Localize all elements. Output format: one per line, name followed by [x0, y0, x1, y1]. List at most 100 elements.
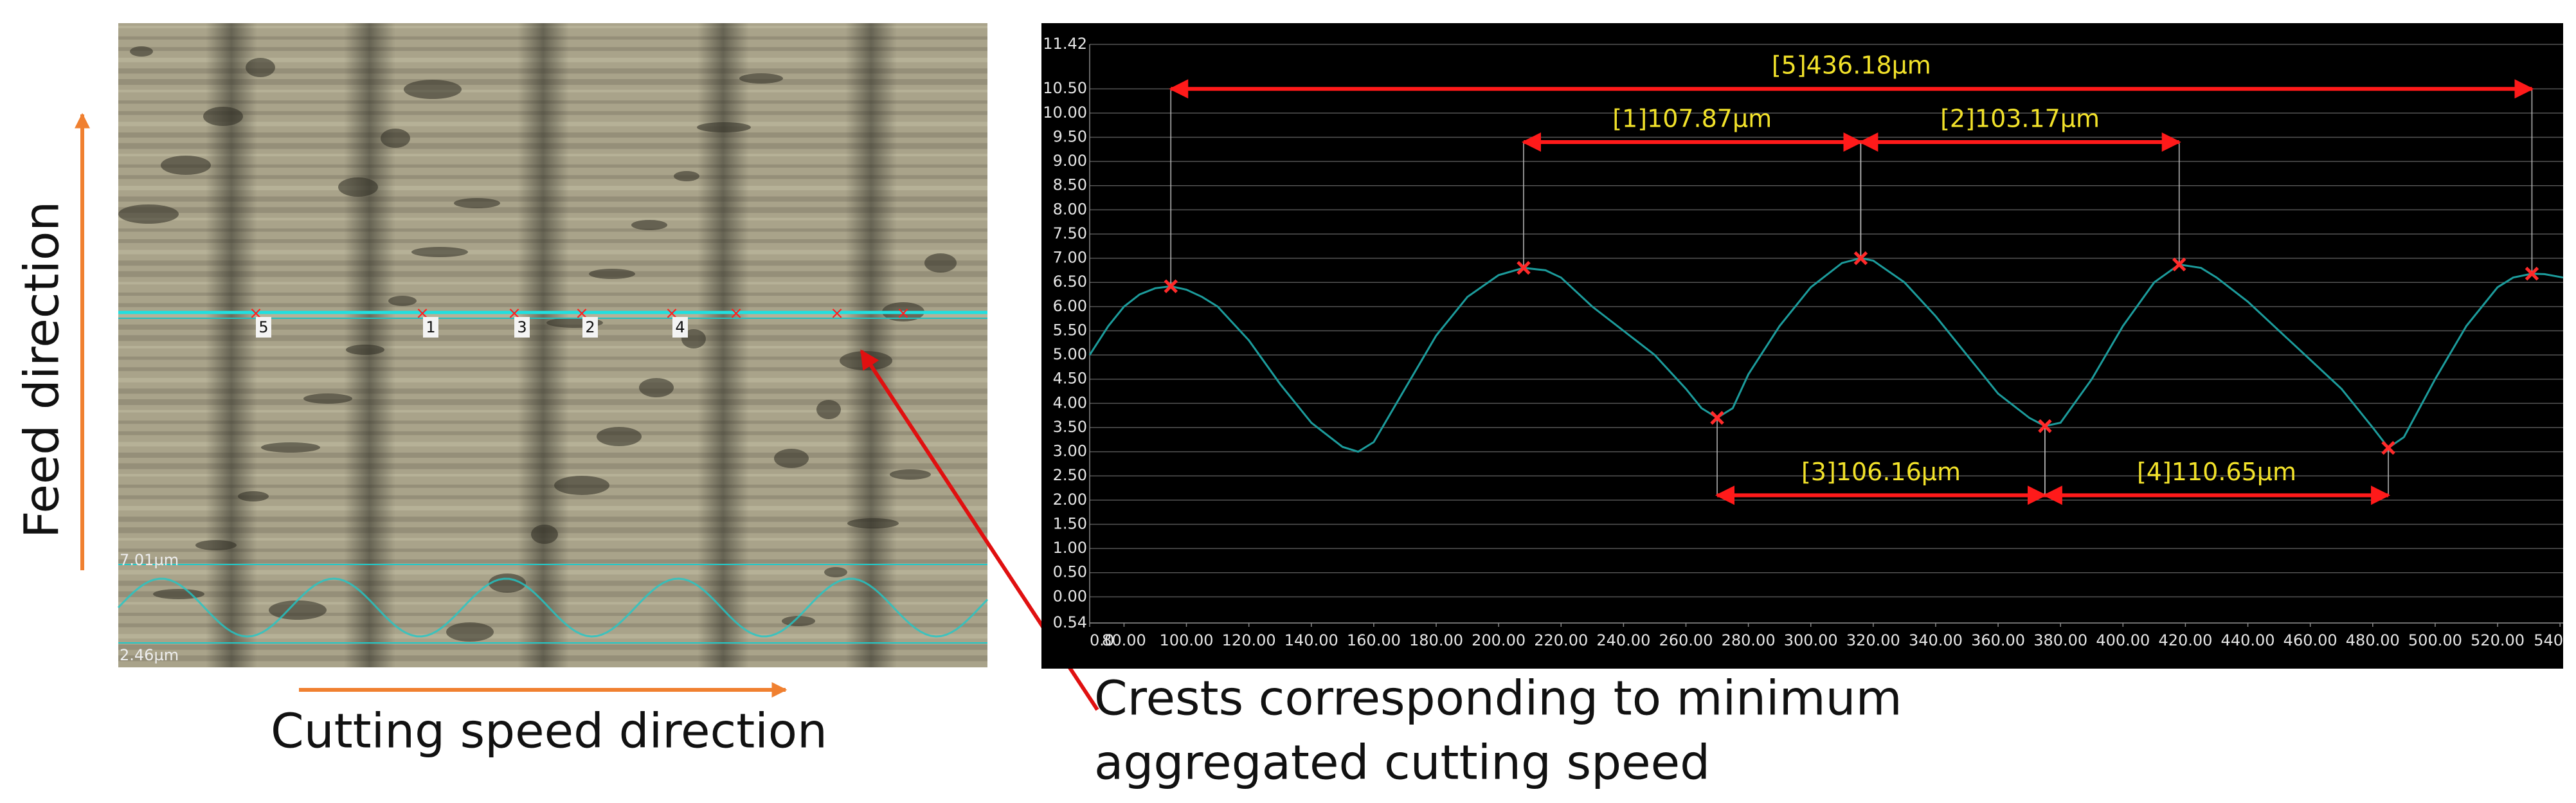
debris: [381, 129, 410, 148]
x-tick-label: 140.00: [1284, 631, 1338, 649]
x-tick-label: 240.00: [1596, 631, 1650, 649]
y-tick-label: 7.50: [1053, 224, 1087, 242]
x-tick-label: 500.00: [2408, 631, 2462, 649]
scale-label: 2.46µm: [120, 646, 179, 664]
y-tick-label: 9.50: [1053, 127, 1087, 145]
profile-curve: [1088, 257, 2564, 453]
x-tick-label: 360.00: [1971, 631, 2025, 649]
x-tick-label: 80.00: [1102, 631, 1146, 649]
y-tick-label: 4.50: [1053, 370, 1087, 388]
y-tick-label: 10.00: [1043, 104, 1087, 122]
micro-marker: ×: [729, 304, 743, 323]
debris: [924, 253, 957, 273]
x-tick-label: 540: [2534, 631, 2563, 649]
crest-marker: [2525, 266, 2539, 281]
dark-band: [845, 23, 897, 667]
profile-wave: [117, 577, 989, 638]
debris: [404, 80, 462, 99]
y-tick-label: 6.00: [1053, 297, 1087, 315]
dimension-label: [3]106.16µm: [1801, 458, 1961, 486]
debris: [890, 469, 931, 480]
profile-label: 1: [426, 318, 435, 336]
profile-label-box: [672, 317, 688, 338]
debris: [674, 171, 699, 181]
crests-label: aggregated cutting speed: [1094, 735, 1710, 791]
y-tick-label: 10.50: [1043, 79, 1087, 97]
debris: [824, 567, 847, 577]
debris: [589, 269, 635, 279]
y-tick-label: 5.50: [1053, 321, 1087, 339]
debris: [446, 622, 494, 642]
dimension-label: [1]107.87µm: [1612, 105, 1772, 133]
x-tick-label: 260.00: [1659, 631, 1713, 649]
y-tick-label: 0.00: [1053, 587, 1087, 605]
x-tick-label: 220.00: [1534, 631, 1588, 649]
x-tick-label: 340.00: [1909, 631, 1963, 649]
y-tick-label: 2.50: [1053, 466, 1087, 484]
y-tick-label: 3.50: [1053, 418, 1087, 436]
crest-marker: [1164, 279, 1178, 294]
dimension-label: [5]436.18µm: [1772, 51, 1931, 80]
debris: [774, 449, 809, 468]
profile-label-box: [514, 317, 530, 338]
debris: [338, 177, 378, 197]
debris: [161, 156, 211, 175]
x-tick-label: 420.00: [2158, 631, 2212, 649]
dark-band: [698, 23, 749, 667]
x-tick-label: 460.00: [2283, 631, 2337, 649]
feed-label: Feed direction: [15, 201, 70, 538]
debris: [346, 345, 384, 355]
crest-marker: [1517, 260, 1531, 275]
y-tick-label: 11.42: [1043, 35, 1087, 53]
profile-label-box: [256, 317, 271, 338]
x-tick-label: 0.0: [1090, 631, 1114, 649]
debris: [489, 573, 526, 593]
x-tick-label: 440.00: [2221, 631, 2275, 649]
y-tick-label: 8.00: [1053, 200, 1087, 218]
chart: 0.54 0.00 0.50 1.00 1.50 2.00 2.50 3.00 3.50 4.00…: [1043, 35, 2564, 649]
x-tick-label: 480.00: [2346, 631, 2400, 649]
x-tick-label: 180.00: [1409, 631, 1463, 649]
debris: [203, 107, 243, 126]
dark-band: [518, 23, 569, 667]
crest-marker: [2038, 419, 2052, 433]
crest-marker: [1710, 411, 1724, 425]
debris: [531, 525, 558, 544]
profile-label-box: [423, 317, 438, 338]
debris: [411, 247, 468, 257]
dimension-label: [2]103.17µm: [1940, 105, 2100, 133]
chart-panel: [1041, 23, 2563, 669]
debris: [697, 122, 751, 132]
debris: [238, 491, 269, 501]
debris: [739, 73, 783, 84]
debris: [847, 518, 899, 528]
y-tick-label: 3.00: [1053, 442, 1087, 460]
y-tick-label: 4.00: [1053, 393, 1087, 411]
x-tick-label: 280.00: [1722, 631, 1776, 649]
debris: [118, 204, 179, 224]
x-tick-label: 160.00: [1347, 631, 1401, 649]
debris: [816, 400, 841, 419]
y-tick-label: 0.54: [1053, 613, 1087, 631]
y-tick-label: 0.50: [1053, 563, 1087, 581]
x-tick-label: 300.00: [1784, 631, 1838, 649]
debris: [597, 427, 642, 446]
profile-label: 2: [585, 318, 595, 336]
crest-marker: [2172, 257, 2186, 272]
micro-marker: ×: [830, 304, 844, 323]
x-tick-label: 380.00: [2033, 631, 2087, 649]
y-tick-label: 8.50: [1053, 176, 1087, 194]
x-tick-label: 120.00: [1222, 631, 1276, 649]
y-tick-label: 5.00: [1053, 345, 1087, 363]
scale-label: 7.01µm: [120, 551, 179, 569]
x-tick-label: 520.00: [2471, 631, 2525, 649]
debris: [261, 442, 320, 453]
y-tick-label: 2.00: [1053, 491, 1087, 509]
debris: [631, 220, 667, 230]
crest-marker: [2381, 440, 2395, 455]
profile-label-box: [582, 317, 598, 338]
micro-marker: ×: [896, 304, 910, 323]
y-tick-label: 6.50: [1053, 273, 1087, 291]
